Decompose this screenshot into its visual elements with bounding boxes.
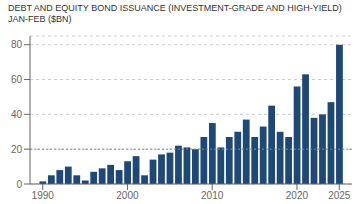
svg-text:80: 80	[11, 39, 23, 50]
svg-text:2020: 2020	[286, 190, 309, 201]
html-text:DEBT AND EQUITY BOND ISSUANCE: DEBT AND EQUITY BOND ISSUANCE (INVESTMEN…	[8, 3, 342, 24]
svg-text:2010: 2010	[201, 190, 224, 201]
svg-text:2000: 2000	[116, 190, 139, 201]
svg-text:1990: 1990	[32, 190, 55, 201]
svg-text:0: 0	[16, 179, 22, 190]
svg-text:60: 60	[11, 74, 23, 85]
svg-text:2025: 2025	[328, 190, 351, 201]
svg-text:20: 20	[11, 144, 23, 155]
svg-text:40: 40	[11, 109, 23, 120]
